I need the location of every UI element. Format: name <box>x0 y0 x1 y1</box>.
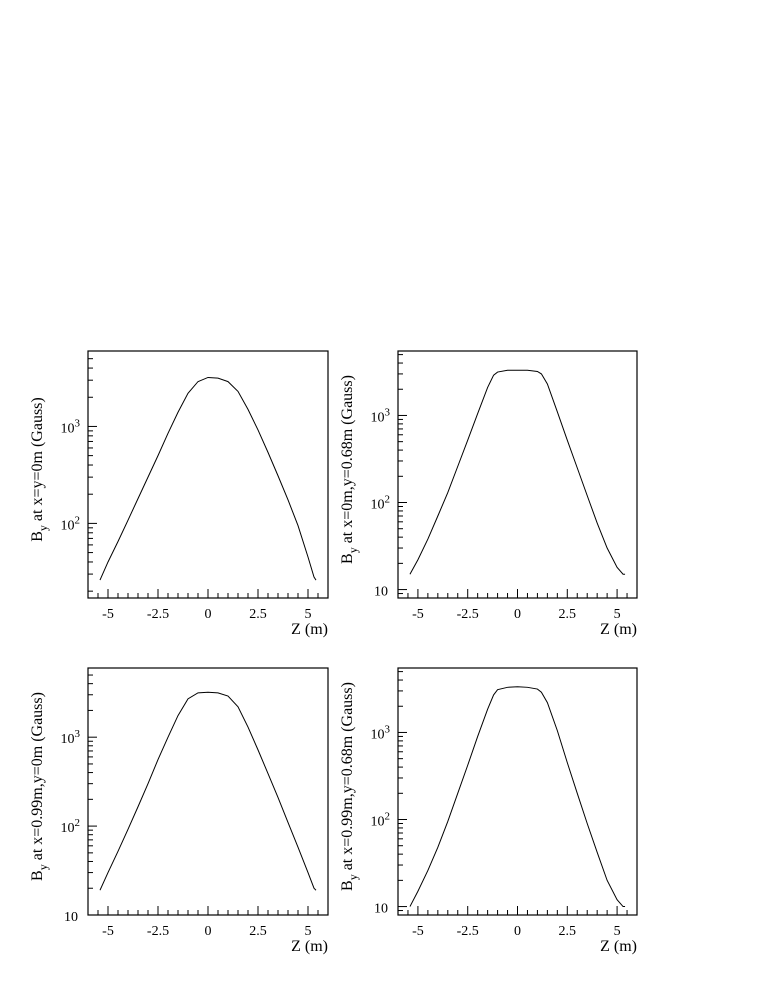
x-tick-label: 2.5 <box>559 607 577 622</box>
x-tick-label: 5 <box>305 924 312 939</box>
x-tick-label: -5 <box>412 607 424 622</box>
y-tick-label: 102 <box>61 817 81 836</box>
chart-panel-4: -5 -2.5 0 2.5 5 10 102 103 Z (m) By at x=0.99m,y=… <box>339 667 638 955</box>
chart-panel-2: -5 -2.5 0 2.5 5 10 102 103 Z (m) By at x=0m,y=0.6… <box>339 350 638 638</box>
y-axis-label: By at x=0.99m,y=0.68m (Gauss) <box>339 682 360 891</box>
x-tick-label: 0 <box>514 924 521 939</box>
field-curve <box>99 376 317 581</box>
y-tick-label: 102 <box>61 514 81 533</box>
field-curve <box>409 369 626 575</box>
plot-frame <box>87 350 329 599</box>
x-tick-label: -2.5 <box>457 607 479 622</box>
x-axis-label: Z (m) <box>600 621 637 638</box>
y-tick-label: 103 <box>371 723 391 742</box>
y-axis-label: By at x=0.99m,y=0m (Gauss) <box>29 692 50 881</box>
x-tick-label: -5 <box>102 607 114 622</box>
y-axis-label: By at x=y=0m (Gauss) <box>29 397 50 541</box>
x-tick-label: 0 <box>205 924 212 939</box>
y-tick-label: 103 <box>371 406 391 425</box>
x-tick-label: -2.5 <box>457 924 479 939</box>
x-tick-label: 2.5 <box>249 924 267 939</box>
chart-panel-1: -5 -2.5 0 2.5 5 102 103 Z (m) By at x=y=0m (Gaus… <box>29 350 329 638</box>
x-tick-label: 5 <box>614 607 621 622</box>
x-tick-label: 2.5 <box>249 607 267 622</box>
y-tick-label: 102 <box>371 494 391 513</box>
y-tick-label: 103 <box>61 728 81 747</box>
x-tick-label: 2.5 <box>559 924 577 939</box>
x-tick-label: -5 <box>102 924 114 939</box>
y-tick-label: 102 <box>371 811 391 830</box>
y-axis-label: By at x=0m,y=0.68m (Gauss) <box>339 375 360 564</box>
plot-frame <box>397 667 638 916</box>
chart-panel-3: -5 -2.5 0 2.5 5 10 102 103 Z (m) By at x=0.99m,y=… <box>29 667 329 955</box>
x-tick-label: 5 <box>614 924 621 939</box>
field-curve <box>99 691 317 891</box>
x-tick-label: 5 <box>305 607 312 622</box>
y-tick-label: 10 <box>64 910 78 925</box>
x-tick-label: -2.5 <box>147 607 169 622</box>
x-axis-label: Z (m) <box>291 621 328 638</box>
y-tick-label: 10 <box>374 585 388 600</box>
field-curve <box>409 686 626 908</box>
y-tick-label: 10 <box>374 902 388 917</box>
x-tick-label: 0 <box>514 607 521 622</box>
x-tick-label: 0 <box>205 607 212 622</box>
x-axis-label: Z (m) <box>291 938 328 955</box>
x-tick-label: -5 <box>412 924 424 939</box>
x-axis-label: Z (m) <box>600 938 637 955</box>
y-tick-label: 103 <box>61 417 81 436</box>
plot-frame <box>397 350 638 599</box>
plot-frame <box>87 667 329 916</box>
x-tick-label: -2.5 <box>147 924 169 939</box>
